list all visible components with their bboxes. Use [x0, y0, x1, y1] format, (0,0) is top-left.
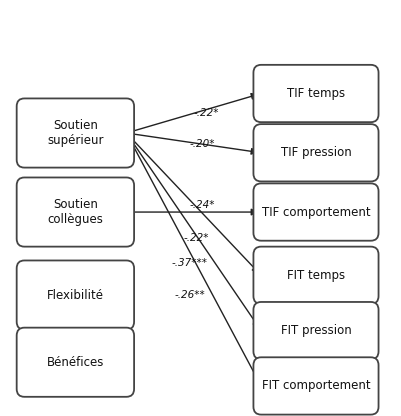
Text: FIT temps: FIT temps [287, 269, 345, 282]
Text: TIF temps: TIF temps [287, 87, 345, 100]
Text: -.37***: -.37*** [172, 258, 208, 268]
FancyBboxPatch shape [17, 99, 134, 168]
Text: -.20*: -.20* [190, 139, 215, 149]
Text: -.22*: -.22* [183, 233, 209, 243]
Text: -.24*: -.24* [190, 200, 215, 210]
FancyBboxPatch shape [253, 247, 379, 304]
FancyBboxPatch shape [253, 65, 379, 122]
Text: -.26**: -.26** [174, 290, 205, 300]
Text: TIF comportement: TIF comportement [262, 206, 370, 218]
Text: FIT pression: FIT pression [281, 324, 351, 337]
FancyBboxPatch shape [253, 183, 379, 241]
Text: TIF pression: TIF pression [281, 146, 351, 159]
Text: -.22*: -.22* [194, 108, 219, 118]
Text: Bénéfices: Bénéfices [47, 356, 104, 369]
FancyBboxPatch shape [17, 260, 134, 329]
Text: Flexibilité: Flexibilité [47, 289, 104, 302]
Text: FIT comportement: FIT comportement [262, 379, 370, 392]
Text: Soutien
collègues: Soutien collègues [47, 198, 103, 226]
FancyBboxPatch shape [253, 302, 379, 359]
Text: Soutien
supérieur: Soutien supérieur [47, 119, 103, 147]
FancyBboxPatch shape [17, 328, 134, 397]
FancyBboxPatch shape [253, 124, 379, 181]
FancyBboxPatch shape [17, 178, 134, 247]
FancyBboxPatch shape [253, 357, 379, 415]
